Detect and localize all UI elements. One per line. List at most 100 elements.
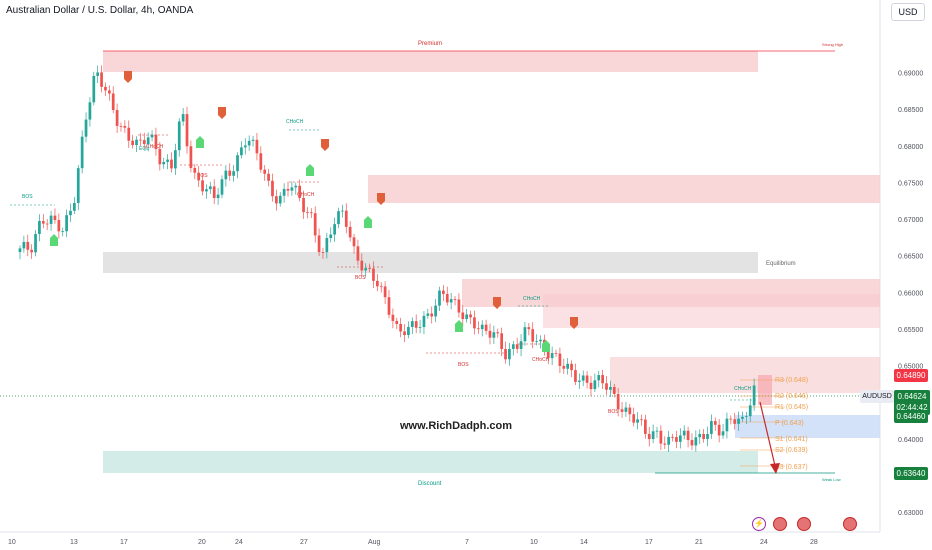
- candle: [616, 387, 620, 417]
- bullish-marker: [364, 216, 372, 228]
- candle: [636, 412, 639, 430]
- candle: [104, 82, 107, 96]
- candle: [733, 412, 737, 430]
- candle: [628, 403, 632, 422]
- candle: [321, 247, 325, 259]
- candle: [675, 430, 678, 449]
- candle: [523, 321, 527, 346]
- candle: [655, 426, 659, 438]
- candle: [166, 154, 169, 170]
- x-tick-label: 10: [530, 539, 538, 546]
- candle: [640, 414, 643, 426]
- x-tick-label: 20: [198, 539, 206, 546]
- candle: [352, 233, 356, 254]
- candle: [232, 165, 235, 182]
- candle: [492, 325, 496, 345]
- candle: [597, 370, 601, 388]
- candle: [38, 214, 41, 242]
- candle: [263, 165, 267, 181]
- bullish-marker: [455, 320, 463, 332]
- candle: [174, 143, 177, 175]
- price-tag-gray: 0.64460: [894, 410, 928, 423]
- candle: [271, 173, 274, 202]
- bullish-marker: [542, 340, 550, 352]
- candle: [247, 135, 251, 151]
- candle: [387, 289, 391, 319]
- candle: [585, 371, 589, 389]
- candle: [500, 327, 504, 357]
- candle: [713, 417, 717, 431]
- candle: [721, 423, 725, 439]
- candle: [259, 146, 263, 173]
- candle: [341, 204, 344, 218]
- candle: [574, 363, 577, 386]
- pivot-r3-label: R3 (0.648): [775, 377, 808, 384]
- candle: [399, 317, 403, 338]
- candle: [236, 152, 239, 179]
- candle: [737, 411, 740, 431]
- candle: [220, 175, 224, 199]
- watermark: www.RichDadph.com: [400, 420, 513, 432]
- candle: [710, 414, 713, 439]
- candle: [69, 203, 72, 223]
- currency-button[interactable]: USD: [891, 3, 925, 21]
- candle: [717, 419, 721, 443]
- candle: [609, 380, 612, 397]
- pivot-box-blue: [735, 415, 880, 438]
- structure-label: CHoCH: [532, 357, 550, 363]
- candle: [752, 378, 756, 411]
- discount-label: Discount: [418, 481, 442, 487]
- candle: [127, 120, 131, 148]
- candle: [201, 173, 204, 196]
- bullish-marker: [306, 164, 314, 176]
- candle: [150, 130, 154, 142]
- candle: [208, 181, 212, 194]
- candle: [294, 182, 298, 195]
- candle: [181, 108, 185, 126]
- candle: [476, 321, 480, 334]
- bullish-marker: [196, 136, 204, 148]
- structure-label: BOS: [22, 194, 33, 200]
- pivot-p-label: P (0.643): [775, 420, 804, 427]
- candle: [422, 311, 426, 335]
- y-tick-label: 0.63000: [898, 510, 923, 517]
- candle: [682, 425, 686, 440]
- candle: [92, 71, 96, 106]
- candle: [531, 322, 535, 349]
- equilibrium-label: Equilibrium: [766, 261, 796, 267]
- candle: [88, 97, 92, 127]
- candle: [550, 346, 554, 366]
- candle: [414, 314, 418, 334]
- countdown-value: 02:44:42: [896, 403, 928, 412]
- candle: [508, 342, 511, 366]
- candle: [442, 285, 445, 302]
- candle: [407, 321, 410, 339]
- y-tick-label: 0.66500: [898, 254, 923, 261]
- us-flag-icon[interactable]: [843, 517, 857, 531]
- pivot-r1-label: R1 (0.645): [775, 404, 808, 411]
- candle: [725, 412, 729, 439]
- candle: [438, 286, 441, 311]
- candle: [504, 341, 507, 364]
- candle: [659, 425, 663, 450]
- lightning-icon[interactable]: ⚡: [752, 517, 766, 531]
- price-axis: 0.69000 0.68500 0.68000 0.67500 0.67000 0.665…: [898, 71, 923, 517]
- candle: [686, 426, 690, 448]
- candle: [53, 208, 57, 224]
- candle: [216, 187, 220, 205]
- y-tick-label: 0.65500: [898, 327, 923, 334]
- candle: [418, 319, 422, 334]
- candle: [702, 429, 705, 443]
- candle: [519, 333, 523, 357]
- x-tick-label: 24: [760, 539, 768, 546]
- candle: [473, 310, 476, 335]
- candle: [18, 245, 22, 260]
- structure-label: CHoCH: [297, 192, 315, 198]
- candle: [96, 65, 100, 84]
- us-flag-icon[interactable]: [773, 517, 787, 531]
- structure-label: BOS: [608, 409, 619, 415]
- equilibrium-zone: [103, 252, 758, 273]
- candle: [84, 112, 88, 143]
- us-flag-icon[interactable]: [797, 517, 811, 531]
